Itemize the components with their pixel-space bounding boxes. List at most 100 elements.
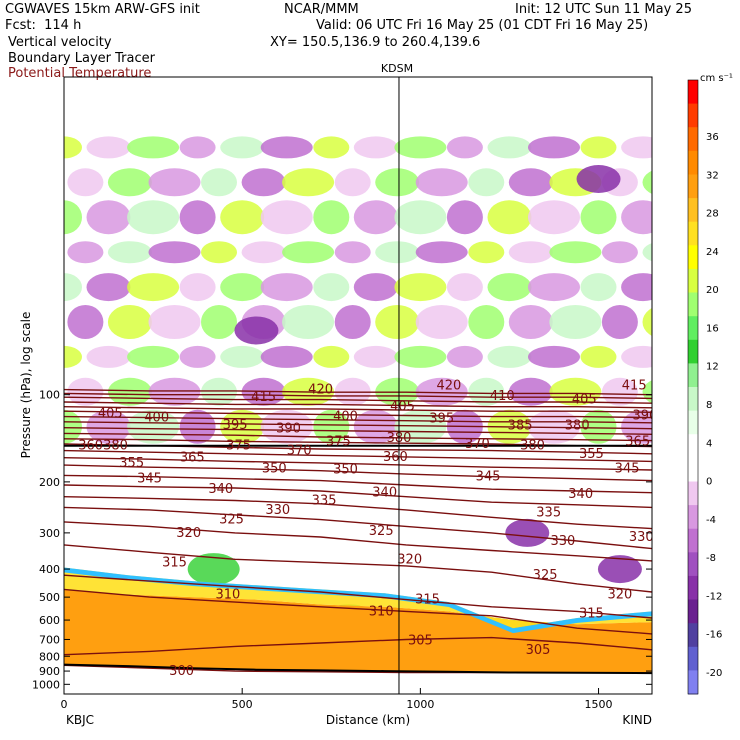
x-tick-label: 1500 xyxy=(585,698,613,711)
theta-label: 415 xyxy=(622,379,647,394)
wave-cell xyxy=(179,409,216,444)
terrain-line xyxy=(64,663,652,675)
theta-label: 400 xyxy=(144,411,169,426)
wave-cell xyxy=(621,345,652,368)
wave-cell xyxy=(107,377,152,406)
theta-label: 380 xyxy=(565,419,590,434)
plot-frame xyxy=(63,76,653,695)
tracer-edge-band xyxy=(64,567,652,634)
colorbar-label: 28 xyxy=(706,209,719,220)
colorbar-label: -4 xyxy=(706,515,716,526)
theta-label: 330 xyxy=(265,503,290,518)
y-tick-label: 900 xyxy=(39,665,60,678)
theta-label: 370 xyxy=(465,437,490,452)
wave-cell xyxy=(86,409,131,444)
wave-cell xyxy=(375,305,420,339)
colorbar-units: cm s⁻¹ xyxy=(700,73,733,84)
colorbar-label: 0 xyxy=(706,477,712,488)
theta-contour-420 xyxy=(64,388,652,396)
colorbar-swatch xyxy=(688,198,698,223)
theta-contour-415 xyxy=(64,392,652,400)
wave-cell xyxy=(580,136,617,159)
wave-cell xyxy=(446,345,483,368)
wave-cell xyxy=(621,200,652,235)
wave-cell xyxy=(220,273,265,302)
wave-cell xyxy=(127,345,180,368)
downdraft-cell xyxy=(576,165,621,194)
wave-cell xyxy=(642,243,652,262)
wave-cell xyxy=(468,241,505,264)
colorbar-swatch xyxy=(688,434,698,459)
wave-cell xyxy=(528,345,580,368)
wave-cell xyxy=(64,200,82,235)
wave-cell xyxy=(179,273,216,302)
theta-label: 305 xyxy=(526,643,551,658)
colorbar-swatch xyxy=(688,575,698,600)
theta-label: 345 xyxy=(615,462,640,477)
theta-label: 320 xyxy=(397,552,422,567)
colorbar-label: 12 xyxy=(706,362,719,373)
wave-cell xyxy=(334,168,371,197)
colorbar-label: 4 xyxy=(706,438,712,449)
colorbar-swatch xyxy=(688,80,698,105)
model-title: CGWAVES 15km ARW-GFS init xyxy=(5,2,200,17)
theta-label: 315 xyxy=(415,593,440,608)
theta-label: 345 xyxy=(137,472,162,487)
theta-label: 390 xyxy=(632,409,657,424)
wave-cell xyxy=(415,168,468,197)
wave-cell xyxy=(487,200,532,235)
theta-label: 325 xyxy=(219,513,244,528)
wave-cell xyxy=(148,305,201,339)
downdraft-cell xyxy=(597,555,642,584)
wave-cell xyxy=(375,241,420,264)
wave-cell xyxy=(260,136,313,159)
theta-label: 320 xyxy=(607,588,632,603)
wave-cell xyxy=(580,200,617,235)
theta-label: 335 xyxy=(312,494,337,509)
downdraft-cell xyxy=(505,518,550,547)
y-tick-label: 200 xyxy=(39,476,60,489)
theta-contours xyxy=(64,388,652,675)
theta-label: 335 xyxy=(536,505,561,520)
wave-cell xyxy=(86,273,131,302)
tropopause-label: 380 xyxy=(520,439,545,454)
wave-cell xyxy=(179,345,216,368)
theta-contour-360 xyxy=(64,449,652,463)
colorbar-swatch xyxy=(688,410,698,435)
wave-cell xyxy=(67,377,104,406)
x-tick-label: 500 xyxy=(232,698,253,711)
theta-contour-410 xyxy=(64,396,652,404)
tropopause-label: 360380 xyxy=(78,439,128,454)
theta-label: 340 xyxy=(568,487,593,502)
wave-cell xyxy=(353,345,398,368)
wave-cell xyxy=(148,168,201,197)
wave-cell xyxy=(549,377,602,406)
wave-cell xyxy=(621,409,652,444)
theta-contour-405 xyxy=(64,401,652,409)
theta-label: 405 xyxy=(390,400,415,415)
wave-cell xyxy=(353,409,398,444)
colorbar-swatch xyxy=(688,599,698,624)
theta-label: 420 xyxy=(436,379,461,394)
wave-cell xyxy=(528,200,580,235)
wave-cell xyxy=(415,377,468,406)
wave-cell xyxy=(394,345,447,368)
wave-cell xyxy=(67,305,104,339)
wave-cell xyxy=(179,136,216,159)
theta-contour-345 xyxy=(64,474,652,494)
wave-cell xyxy=(580,409,617,444)
valid-time: Valid: 06 UTC Fri 16 May 25 (01 CDT Fri … xyxy=(316,18,649,33)
theta-contour-380 xyxy=(64,427,652,435)
wave-cell xyxy=(508,168,553,197)
theta-label: 360 xyxy=(383,450,408,465)
vertical-velocity-shading xyxy=(64,136,652,694)
theta-contour-400 xyxy=(64,406,652,413)
y-tick-label: 300 xyxy=(39,527,60,540)
wave-cell xyxy=(468,168,505,197)
wave-cell xyxy=(508,241,553,264)
wave-cell xyxy=(64,273,82,302)
wave-cell xyxy=(86,200,131,235)
wave-cell xyxy=(260,409,313,444)
theta-label: 350 xyxy=(333,462,358,477)
field-vertical-velocity: Vertical velocity xyxy=(8,35,112,50)
